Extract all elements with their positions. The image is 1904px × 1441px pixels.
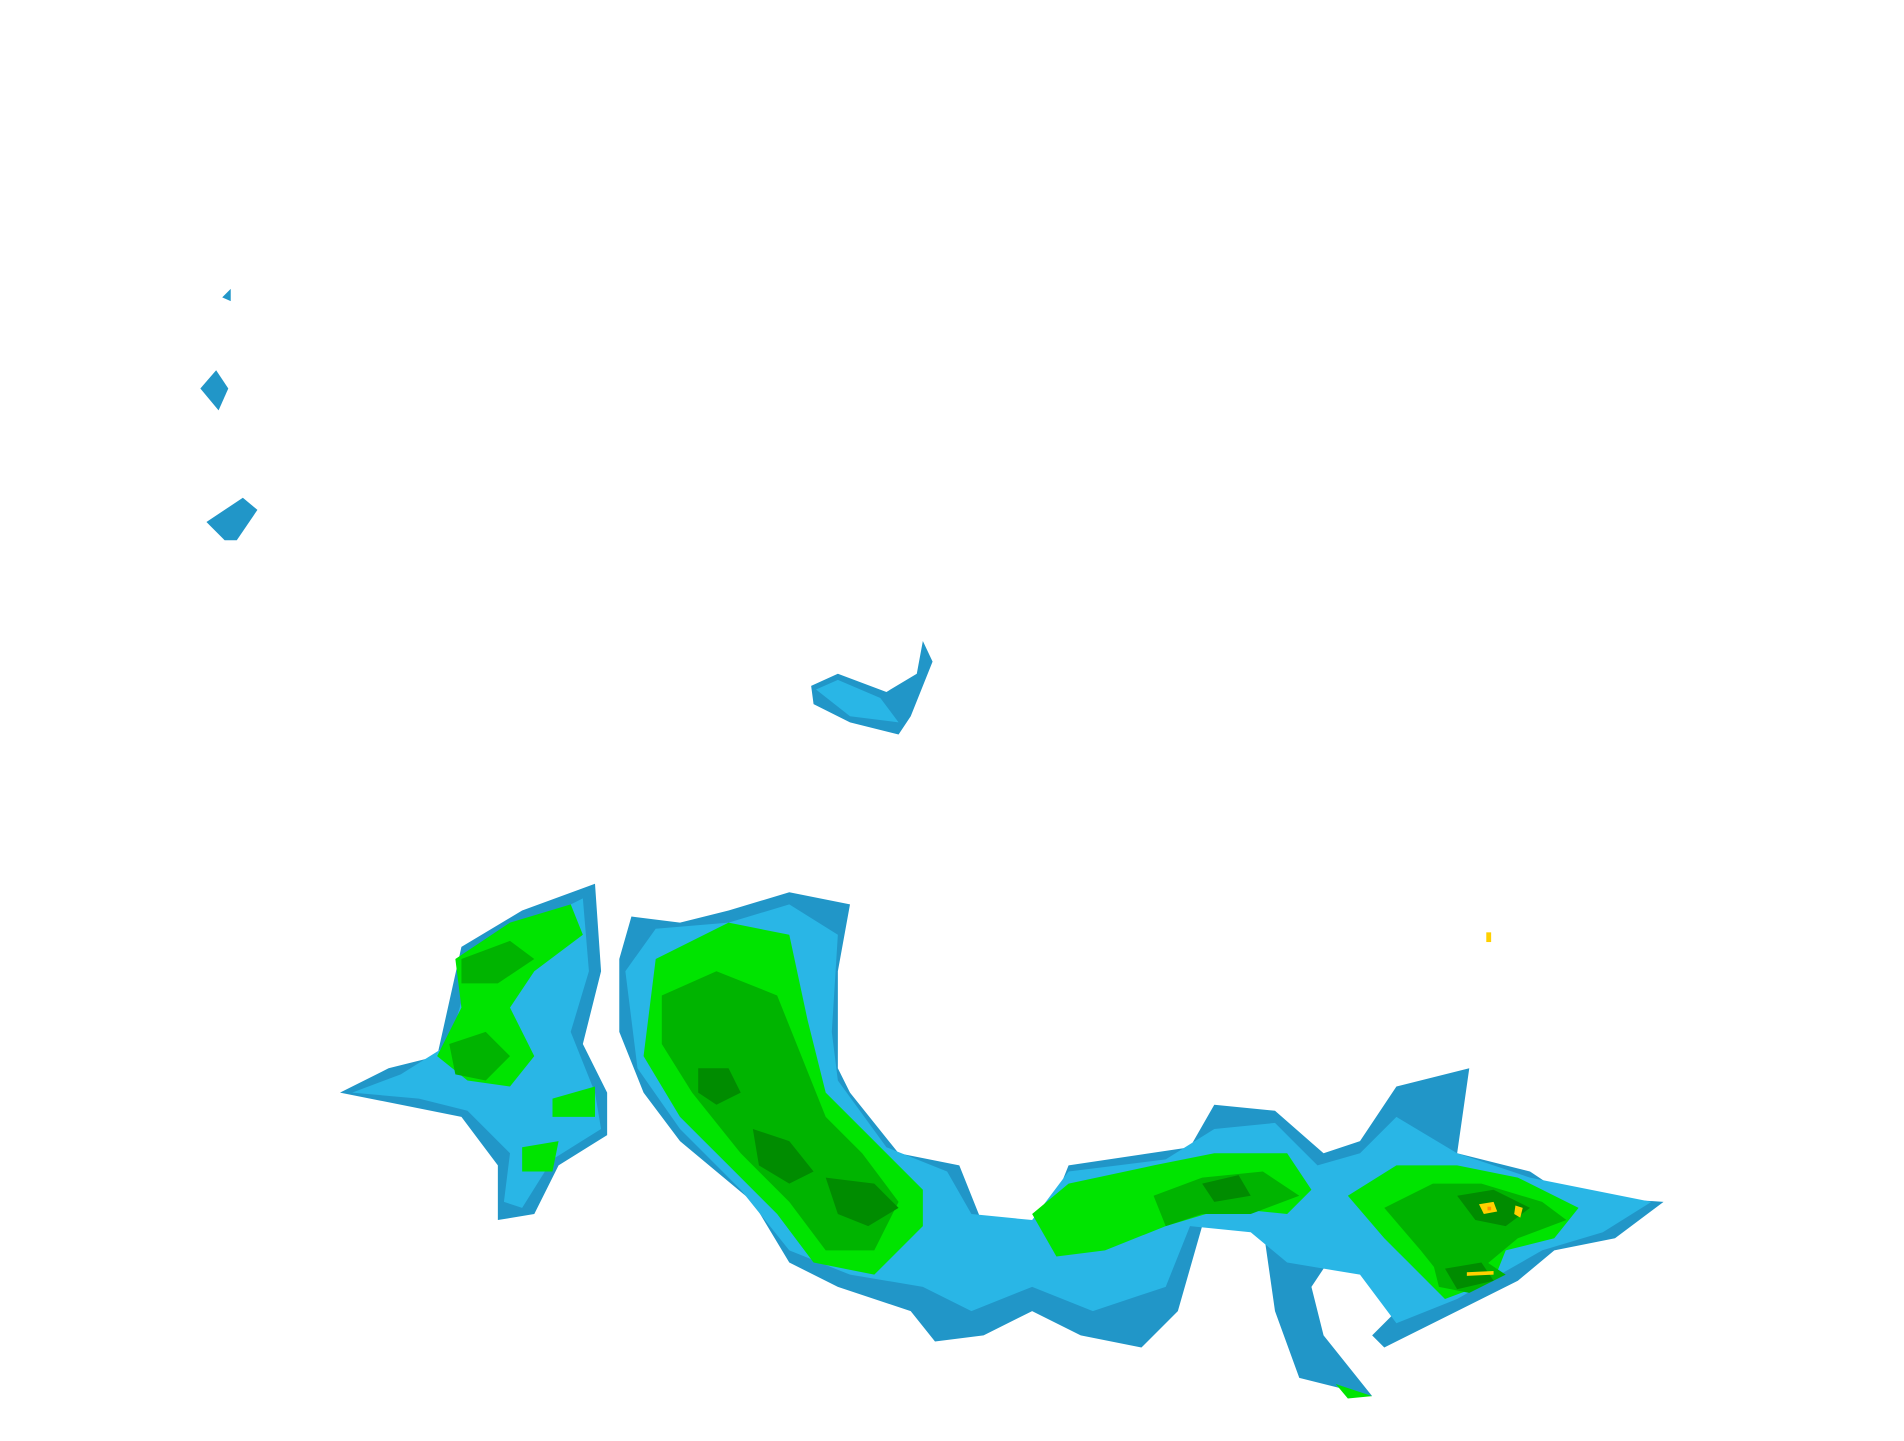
echo-level-5 xyxy=(698,1068,1530,1290)
echo-cell xyxy=(222,288,231,302)
echo-cell xyxy=(1202,1175,1251,1202)
echo-cell xyxy=(206,497,258,541)
echo-cell xyxy=(449,1031,510,1081)
echo-cell xyxy=(1486,932,1492,943)
echo-cell xyxy=(1487,1206,1492,1211)
echo-cell xyxy=(816,679,899,723)
echo-cell xyxy=(1466,1271,1494,1276)
echo-cell xyxy=(200,370,229,411)
echo-cell xyxy=(752,1129,814,1184)
echo-cell xyxy=(1335,1383,1373,1399)
echo-cell xyxy=(461,940,535,984)
echo-cell xyxy=(1514,1205,1523,1218)
echo-cell xyxy=(698,1068,741,1105)
echo-cell xyxy=(1445,1262,1494,1290)
echo-level-7 xyxy=(1487,1206,1492,1211)
echo-cell xyxy=(811,640,933,735)
echo-cell xyxy=(552,1086,595,1117)
echo-cell xyxy=(522,1141,559,1172)
